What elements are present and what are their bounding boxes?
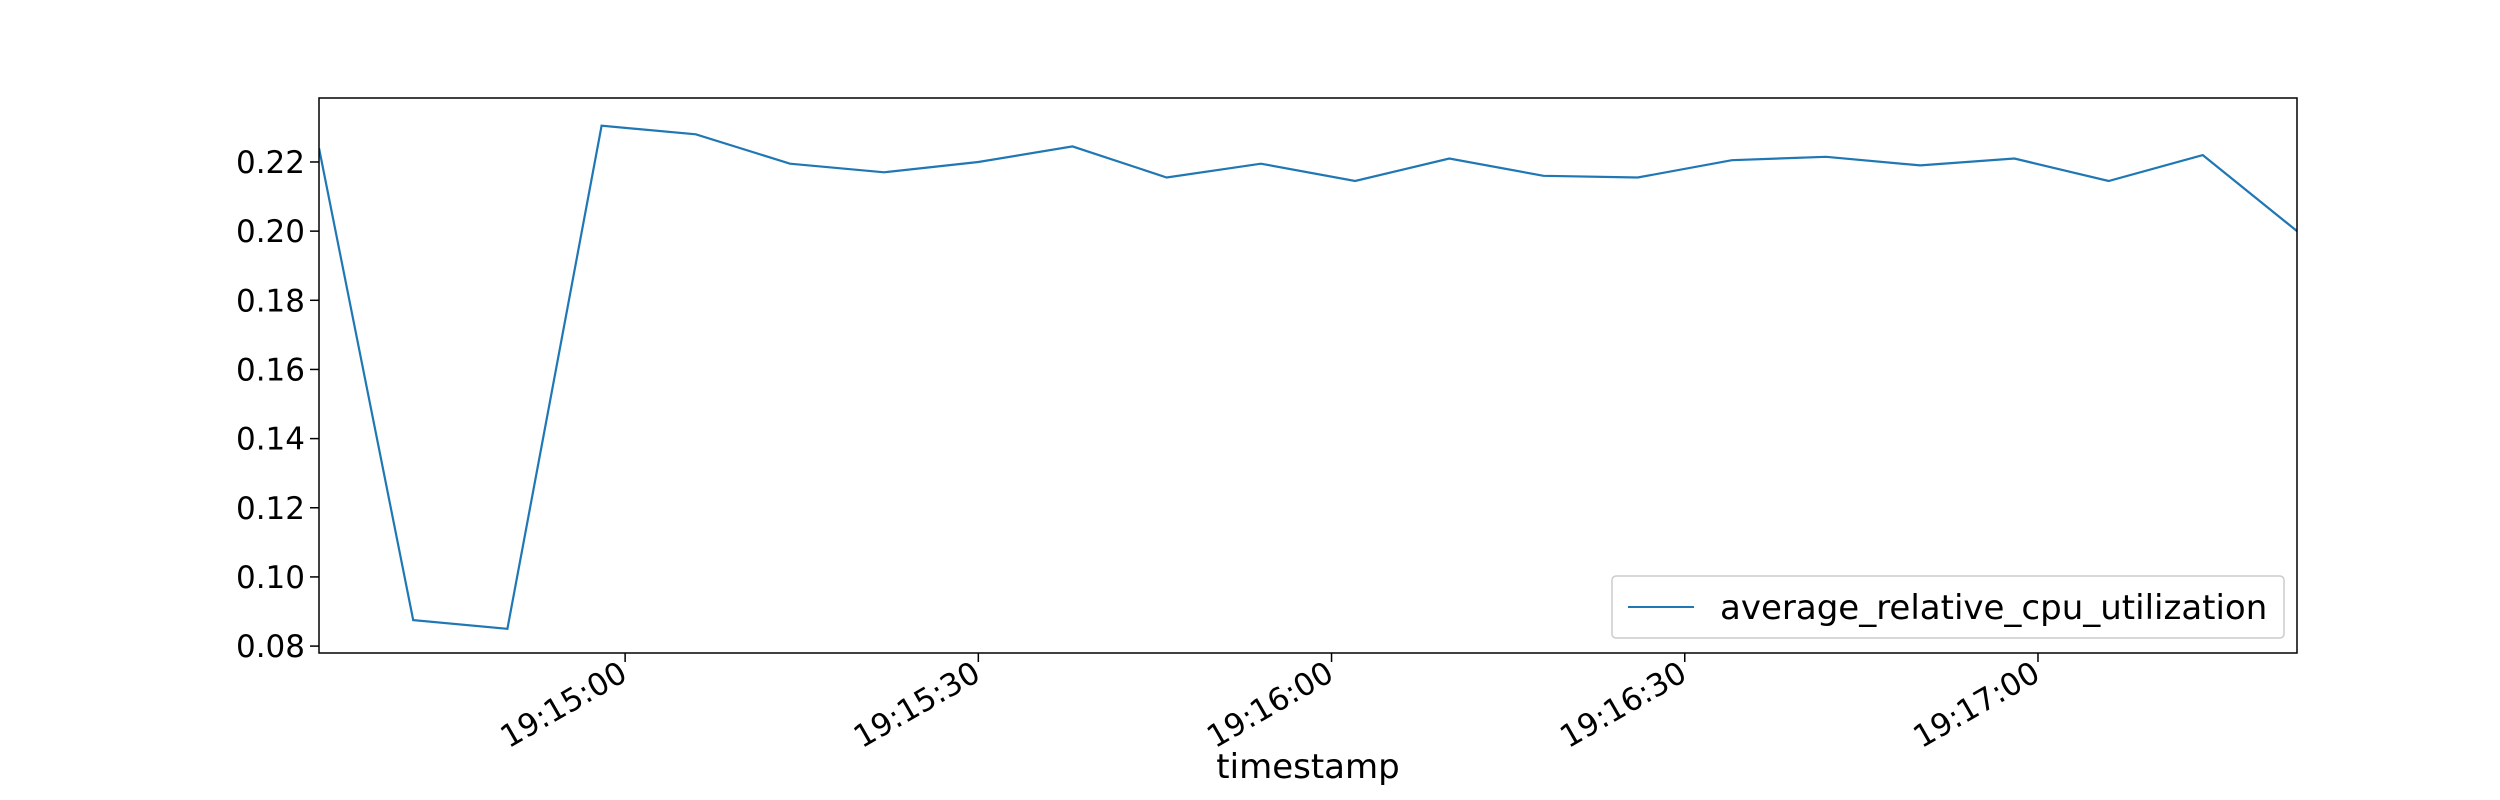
x-axis: 19:15:00 19:15:30 19:16:00 19:16:30 19:17:00 — [495, 653, 2046, 756]
x-tick-label: 19:16:30 — [1554, 655, 1693, 756]
x-tick-label: 19:17:00 — [1907, 655, 2046, 756]
y-tick-label: 0.12 — [236, 491, 305, 527]
y-tick-label: 0.10 — [236, 560, 305, 596]
y-tick-label: 0.16 — [236, 352, 305, 388]
y-tick-label: 0.20 — [236, 214, 305, 250]
y-axis: 0.08 0.10 0.12 0.14 0.16 0.18 0.20 0.22 — [236, 145, 319, 665]
x-tick-label: 19:16:00 — [1201, 655, 1340, 756]
x-tick-label: 19:15:00 — [495, 655, 634, 756]
legend-box — [1611, 575, 2285, 639]
y-tick-label: 0.22 — [236, 145, 305, 181]
plot-frame — [318, 97, 2298, 654]
y-tick-label: 0.18 — [236, 283, 305, 319]
y-tick-label: 0.14 — [236, 422, 305, 458]
x-tick-label: 19:15:30 — [848, 655, 987, 756]
y-tick-label: 0.08 — [236, 629, 305, 665]
legend: average_relative_cpu_utilization — [1611, 575, 2285, 639]
series-line — [319, 124, 2297, 630]
x-axis-label: timestamp — [1216, 747, 1399, 787]
legend-label: average_relative_cpu_utilization — [1720, 588, 2267, 628]
